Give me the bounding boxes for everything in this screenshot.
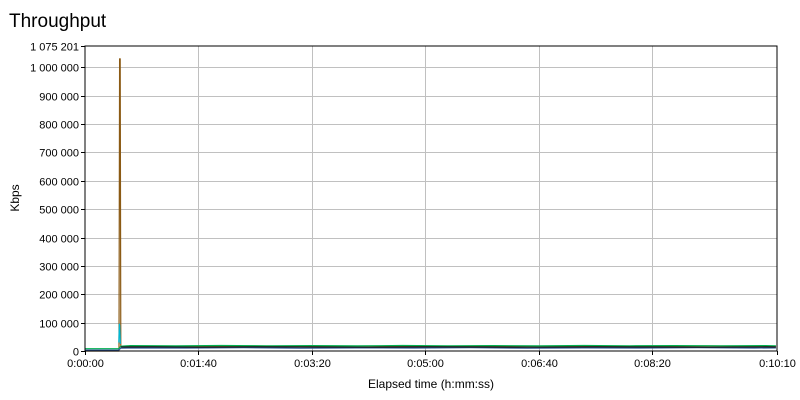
y-ticks: 0 100 000 200 000 300 000 400 000 500 000 600 … — [30, 42, 85, 359]
plot-area — [85, 46, 777, 351]
x-tick-label: 0:03:20 — [294, 358, 331, 370]
x-tick-label: 0:01:40 — [180, 358, 217, 370]
y-tick-label: 800 000 — [39, 120, 79, 132]
grid — [85, 46, 777, 351]
series-line-3 — [85, 347, 776, 351]
x-tick-label: 0:00:00 — [67, 358, 104, 370]
y-tick-label: 1 075 201 — [30, 42, 79, 54]
y-tick-label: 1 000 000 — [30, 63, 79, 75]
x-tick-label: 0:06:40 — [521, 358, 558, 370]
x-ticks: 0:00:00 0:01:40 0:03:20 0:05:00 0:06:40 0:08:… — [67, 351, 796, 370]
x-tick-label: 0:10:10 — [759, 358, 796, 370]
y-tick-label: 200 000 — [39, 290, 79, 302]
plot-border — [84, 45, 778, 352]
x-tick-label: 0:05:00 — [407, 358, 444, 370]
y-axis-label: Kbps — [8, 184, 22, 211]
y-tick-label: 300 000 — [39, 262, 79, 274]
chart-title: Throughput — [9, 11, 107, 32]
series-line-4 — [118, 323, 121, 344]
y-tick-label: 600 000 — [39, 177, 79, 189]
y-tick-label: 100 000 — [39, 319, 79, 331]
x-axis-label: Elapsed time (h:mm:ss) — [368, 377, 494, 391]
y-tick-label: 400 000 — [39, 234, 79, 246]
y-tick-label: 900 000 — [39, 92, 79, 104]
x-tick-label: 0:08:20 — [634, 358, 671, 370]
y-tick-label: 700 000 — [39, 148, 79, 160]
series-line-2 — [85, 344, 776, 350]
series-group — [85, 58, 776, 352]
y-tick-label: 0 — [73, 347, 79, 359]
y-tick-label: 500 000 — [39, 205, 79, 217]
